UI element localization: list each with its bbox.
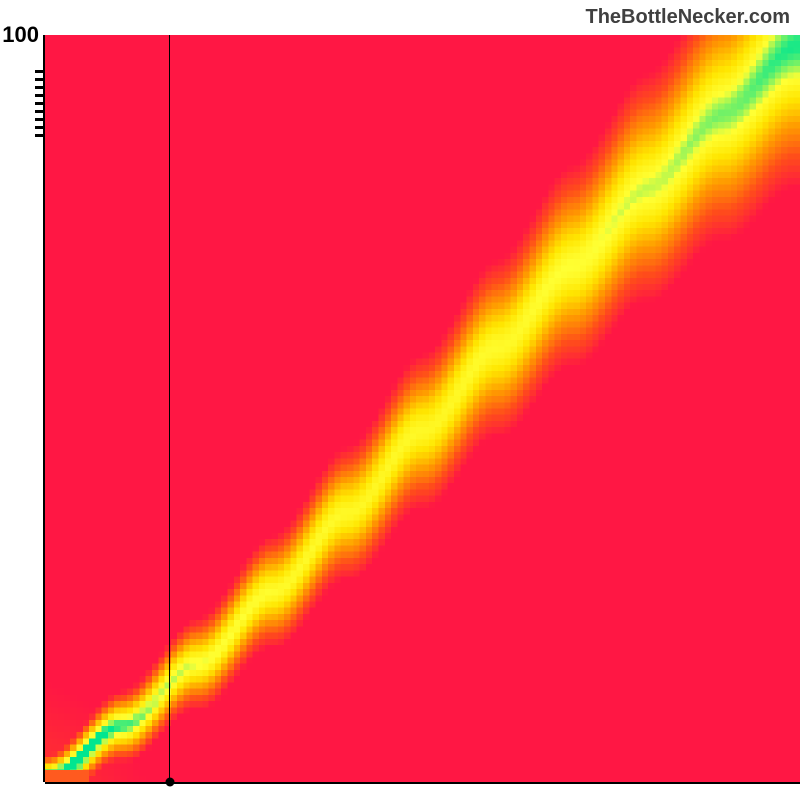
bottleneck-heatmap xyxy=(45,35,800,782)
y-axis-tick-mark xyxy=(35,110,45,113)
attribution-label: TheBottleNecker.com xyxy=(585,6,790,29)
crosshair-marker-dot xyxy=(165,778,174,787)
y-axis-tick-mark xyxy=(35,118,45,121)
y-axis-tick-mark xyxy=(35,102,45,105)
y-axis-tick-mark xyxy=(35,134,45,137)
crosshair-vertical-line xyxy=(169,35,170,782)
x-axis-near-origin-strip xyxy=(45,770,89,782)
y-axis-tick-label-100: 100 xyxy=(0,22,39,48)
y-axis-tick-mark xyxy=(35,70,45,73)
crosshair-horizontal-line xyxy=(45,782,800,783)
y-axis-tick-mark xyxy=(35,126,45,129)
y-axis-tick-mark xyxy=(35,94,45,97)
y-axis-tick-mark xyxy=(35,86,45,89)
y-axis-line xyxy=(43,35,45,782)
y-axis-tick-mark xyxy=(35,78,45,81)
chart-container: TheBottleNecker.com 100 xyxy=(0,0,800,800)
